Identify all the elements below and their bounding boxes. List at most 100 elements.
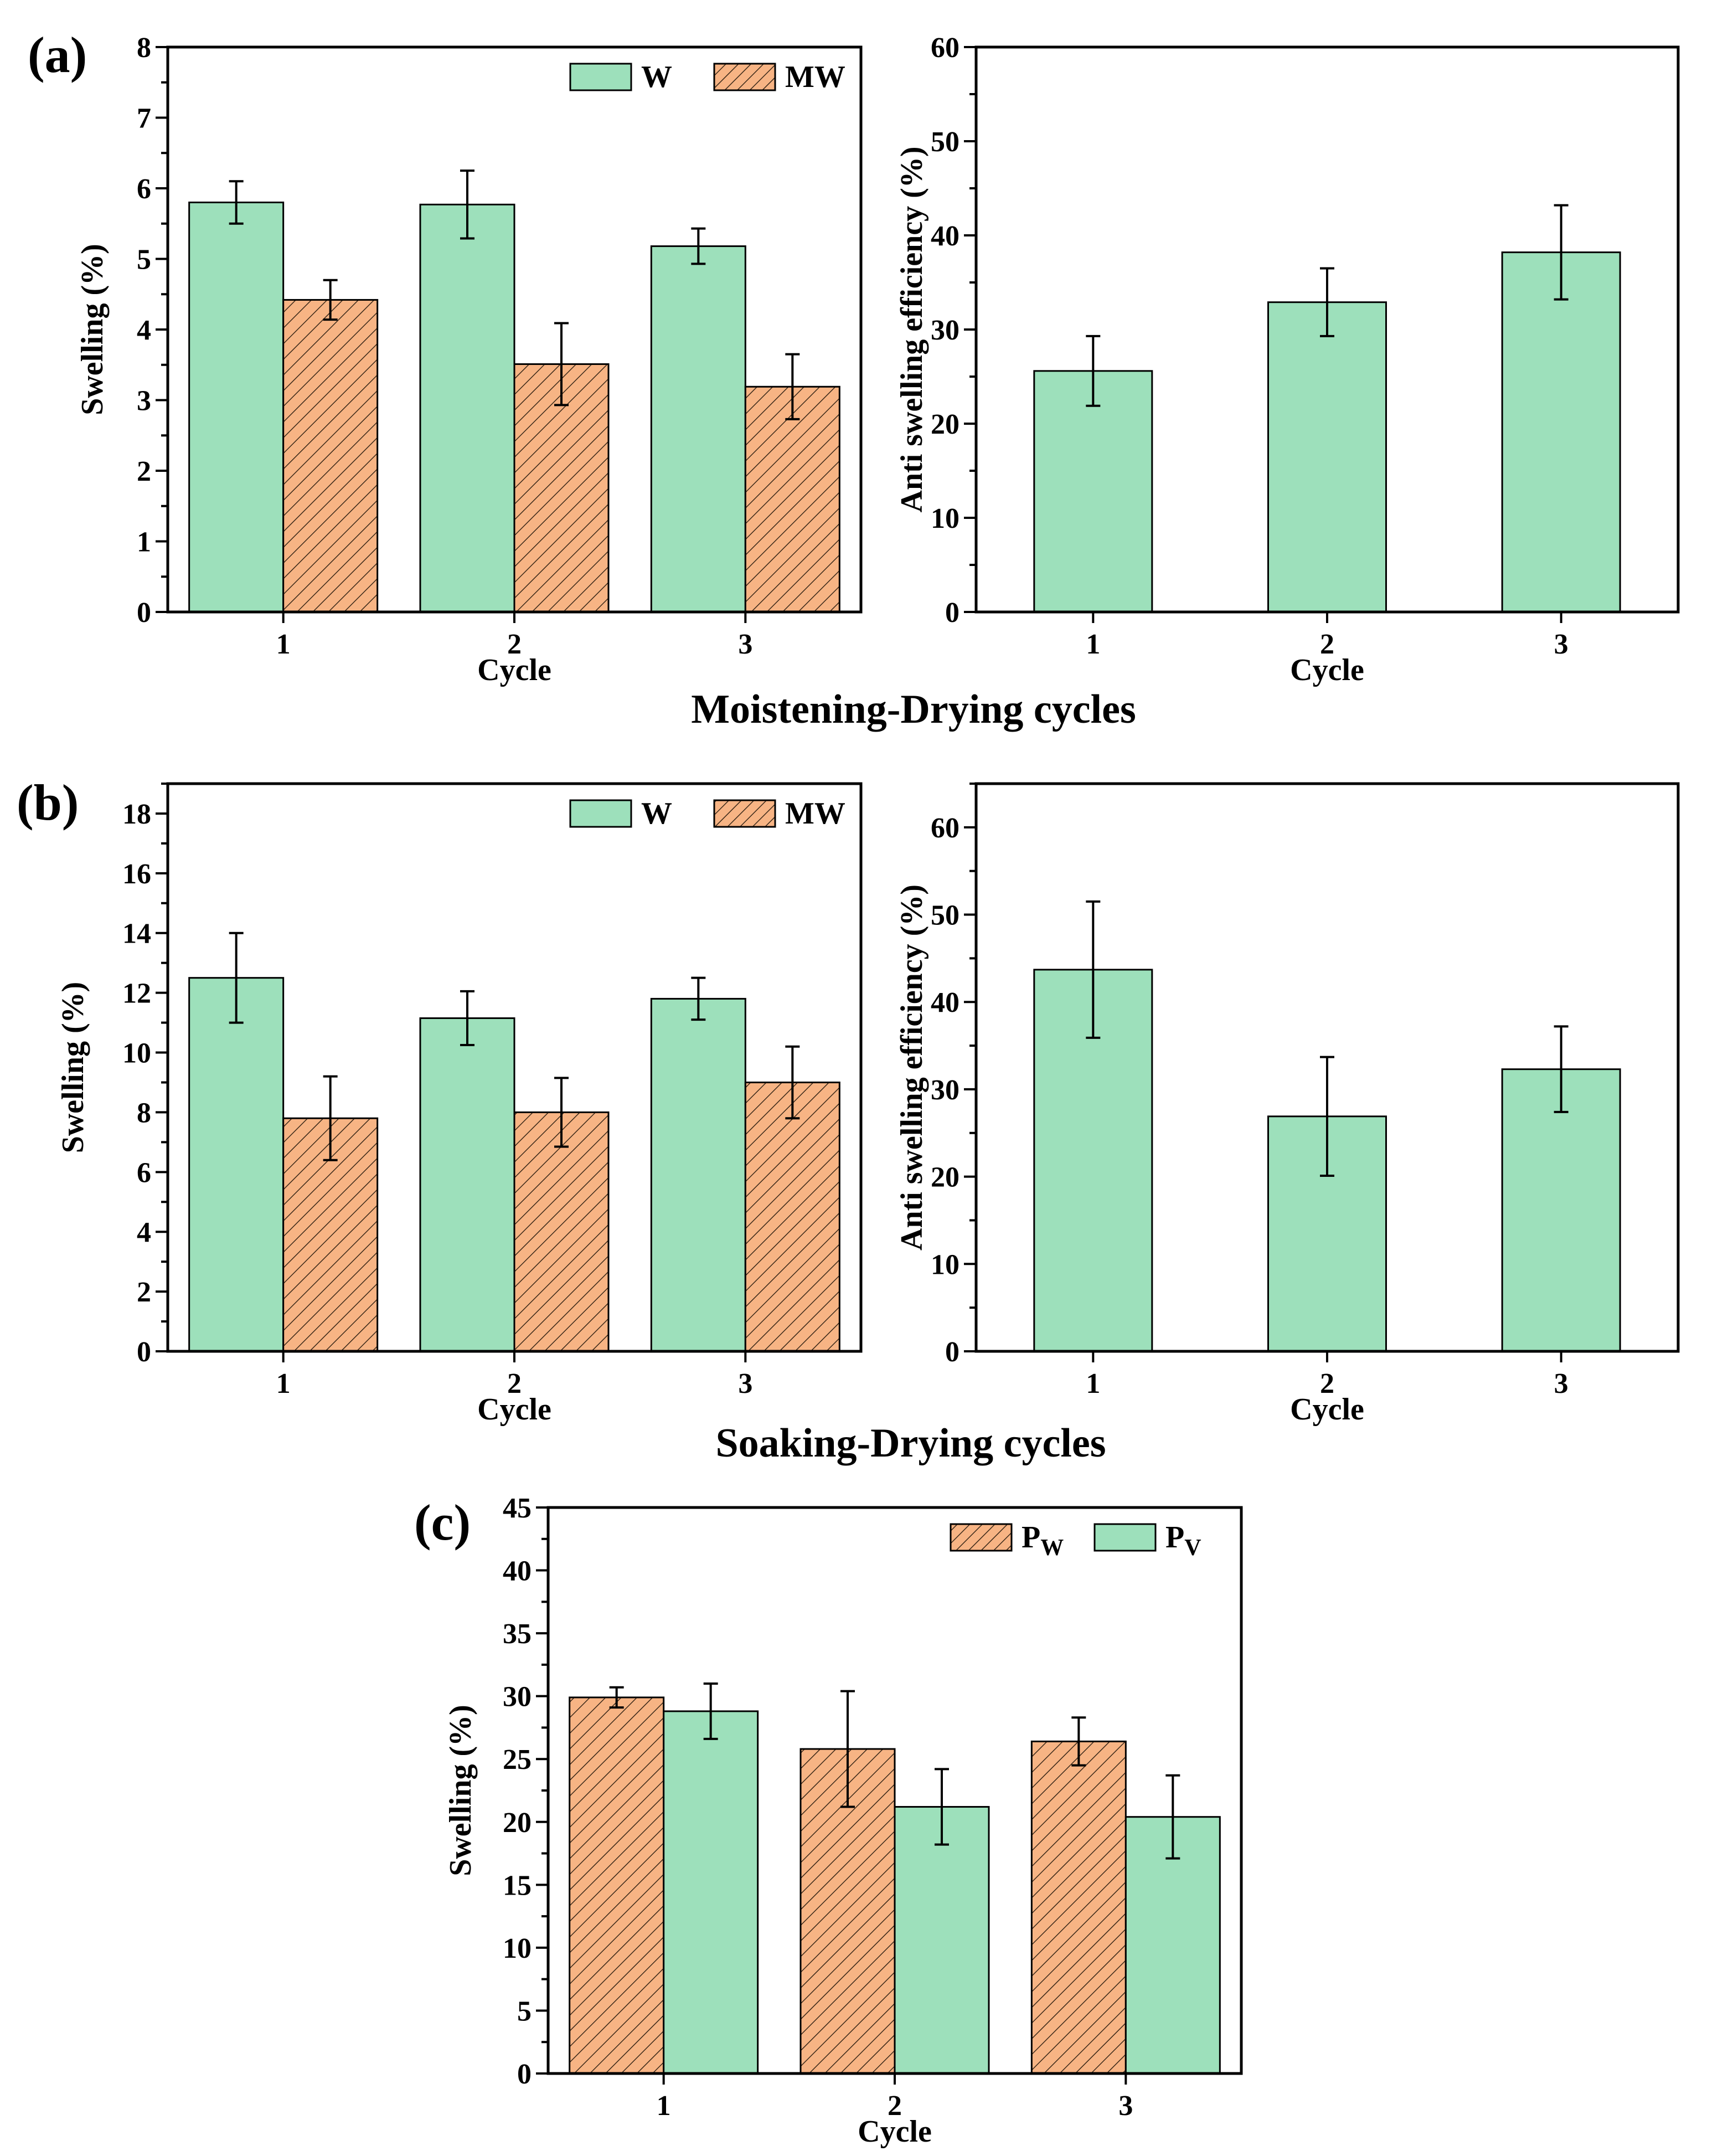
bar-ase-cycle-3 bbox=[1501, 251, 1621, 613]
y-tick-label: 20 bbox=[931, 1162, 959, 1193]
x-tick-label: 2 bbox=[507, 629, 522, 660]
y-tick-label: 3 bbox=[137, 385, 151, 417]
x-tick-label: 3 bbox=[1118, 2090, 1133, 2122]
x-tick-label: 3 bbox=[1554, 629, 1569, 660]
chart-a-right: 0 10 20 30 40 50 60 1 2 3 Cycle Anti swelling effic… bbox=[895, 32, 1680, 687]
bar-w-cycle-2 bbox=[419, 1017, 515, 1352]
x-axis-title: Cycle bbox=[1290, 653, 1364, 687]
bar-w-cycle-1 bbox=[188, 202, 285, 613]
y-tick-label: 8 bbox=[137, 32, 151, 64]
y-tick-label: 18 bbox=[122, 799, 151, 830]
x-tick-label: 2 bbox=[507, 1368, 522, 1399]
legend-label-mw: MW bbox=[785, 60, 845, 94]
y-tick-label: 0 bbox=[945, 1336, 959, 1368]
y-axis-title: Swelling (%) bbox=[75, 244, 110, 415]
panel-label: (a) bbox=[28, 27, 87, 83]
y-tick-label: 2 bbox=[137, 1277, 151, 1308]
x-axis-title: Cycle bbox=[1290, 1392, 1364, 1427]
x-axis-title: Cycle bbox=[858, 2114, 932, 2149]
legend-label-mw: MW bbox=[785, 796, 845, 831]
y-tick-label: 40 bbox=[503, 1556, 532, 1587]
y-axis-title: Anti swelling efficiency (%) bbox=[895, 147, 929, 513]
x-tick-label: 3 bbox=[738, 629, 752, 660]
bar-pw-cycle-1 bbox=[569, 1696, 665, 2075]
y-tick-label: 40 bbox=[931, 220, 959, 252]
y-tick-label: 6 bbox=[137, 1157, 151, 1188]
bar-pv-cycle-3 bbox=[1124, 1816, 1221, 2075]
y-tick-label: 0 bbox=[945, 597, 959, 629]
x-tick-label: 2 bbox=[1320, 629, 1334, 660]
bar-pv-cycle-1 bbox=[663, 1710, 759, 2075]
legend-label-pv: PV bbox=[1165, 1520, 1201, 1561]
x-tick-label: 1 bbox=[276, 629, 291, 660]
y-tick-label: 1 bbox=[137, 527, 151, 558]
bar-w-cycle-3 bbox=[650, 997, 746, 1352]
y-tick-label: 4 bbox=[137, 315, 151, 346]
x-tick-label: 3 bbox=[738, 1368, 752, 1399]
bar-mw-cycle-3 bbox=[744, 1081, 840, 1352]
legend-swatch-pv bbox=[1093, 1523, 1157, 1552]
y-tick-label: 7 bbox=[137, 103, 151, 135]
group-title-b: Soaking-Drying cycles bbox=[715, 1421, 1106, 1466]
y-tick-label: 14 bbox=[122, 918, 151, 950]
y-tick-label: 15 bbox=[503, 1870, 532, 1901]
y-tick-label: 2 bbox=[137, 456, 151, 487]
bar-mw-cycle-2 bbox=[513, 1111, 610, 1352]
y-tick-label: 40 bbox=[931, 987, 959, 1018]
y-tick-label: 10 bbox=[503, 1933, 532, 1964]
legend-label-w: W bbox=[641, 796, 672, 831]
x-axis-title: Cycle bbox=[477, 653, 551, 687]
bar-w-cycle-2 bbox=[419, 203, 515, 613]
legend-swatch-pw bbox=[950, 1523, 1013, 1552]
chart-b-right: 0 10 20 30 40 50 60 1 2 3 Cycle Anti swelling effic… bbox=[895, 782, 1680, 1427]
x-tick-label: 1 bbox=[1086, 1368, 1100, 1399]
y-tick-label: 0 bbox=[137, 1336, 151, 1368]
y-tick-label: 10 bbox=[122, 1038, 151, 1069]
x-tick-label: 2 bbox=[1320, 1368, 1334, 1399]
y-tick-label: 30 bbox=[931, 315, 959, 346]
legend-swatch-mw bbox=[713, 63, 776, 91]
y-tick-label: 12 bbox=[122, 978, 151, 1010]
x-tick-label: 1 bbox=[1086, 629, 1100, 660]
x-tick-label: 1 bbox=[276, 1368, 291, 1399]
y-tick-label: 35 bbox=[503, 1618, 532, 1650]
legend-swatch-mw bbox=[713, 799, 776, 828]
legend-swatch-w bbox=[569, 63, 632, 91]
bar-mw-cycle-1 bbox=[282, 299, 379, 613]
bar-ase-cycle-1 bbox=[1033, 370, 1153, 613]
legend-label-pw: PW bbox=[1022, 1520, 1064, 1561]
y-tick-label: 10 bbox=[931, 1249, 959, 1280]
legend-label-w: W bbox=[641, 60, 672, 94]
y-tick-label: 60 bbox=[931, 812, 959, 844]
legend-subscript: W bbox=[1040, 1535, 1064, 1561]
y-tick-label: 30 bbox=[503, 1681, 532, 1713]
y-tick-label: 10 bbox=[931, 503, 959, 534]
y-tick-label: 25 bbox=[503, 1744, 532, 1776]
x-tick-label: 2 bbox=[888, 2090, 902, 2122]
y-tick-label: 4 bbox=[137, 1217, 151, 1248]
panel-label: (b) bbox=[17, 774, 79, 831]
y-tick-label: 5 bbox=[517, 1995, 532, 2027]
y-tick-label: 16 bbox=[122, 858, 151, 890]
x-axis-title: Cycle bbox=[477, 1392, 551, 1427]
y-axis-title: Swelling (%) bbox=[443, 1705, 478, 1876]
chart-c: (c) 0 5 10 15 20 25 30 35 40 45 1 2 3 Cycle Swelling (%… bbox=[414, 1493, 1243, 2149]
bar-w-cycle-1 bbox=[188, 977, 285, 1352]
bar-pw-cycle-3 bbox=[1030, 1740, 1127, 2075]
y-tick-label: 50 bbox=[931, 900, 959, 932]
y-tick-label: 6 bbox=[137, 173, 151, 205]
bar-pv-cycle-2 bbox=[894, 1806, 990, 2075]
y-tick-label: 50 bbox=[931, 126, 959, 158]
panel-label: (c) bbox=[414, 1494, 471, 1551]
y-axis-title: Swelling (%) bbox=[56, 982, 90, 1154]
bar-w-cycle-3 bbox=[650, 245, 746, 613]
y-tick-label: 45 bbox=[503, 1493, 532, 1524]
y-tick-label: 20 bbox=[931, 409, 959, 440]
legend-subscript: V bbox=[1184, 1535, 1201, 1561]
y-tick-label: 5 bbox=[137, 244, 151, 276]
x-tick-label: 3 bbox=[1554, 1368, 1569, 1399]
x-tick-label: 1 bbox=[657, 2090, 671, 2122]
y-tick-label: 30 bbox=[931, 1074, 959, 1106]
